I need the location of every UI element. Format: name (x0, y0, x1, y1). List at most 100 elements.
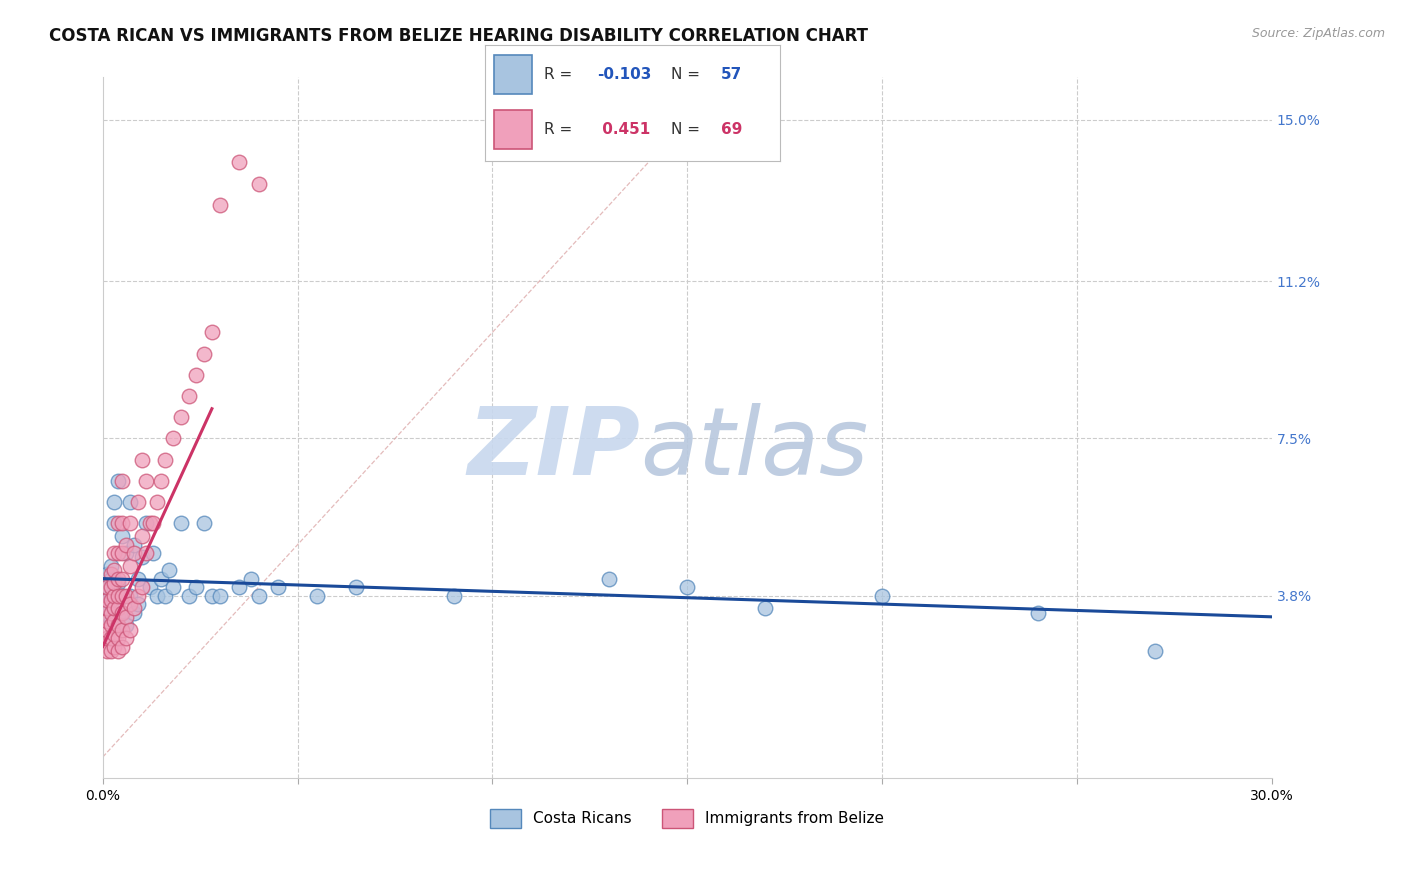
Point (107, 516, 129, 531)
Point (96, 601, 118, 615)
Point (142, 516, 165, 531)
Text: 69: 69 (721, 121, 742, 136)
Point (150, 572, 173, 586)
Point (100, 567, 122, 582)
Point (201, 589, 224, 603)
Point (131, 452, 153, 467)
Point (111, 606, 134, 620)
Point (208, 589, 231, 603)
Point (103, 575, 125, 590)
Point (111, 606, 134, 620)
Point (115, 538, 138, 552)
Point (100, 644, 122, 658)
Text: -0.103: -0.103 (598, 67, 651, 82)
Point (96, 592, 118, 607)
Text: atlas: atlas (641, 403, 869, 494)
Text: N =: N = (671, 67, 704, 82)
Point (193, 516, 215, 531)
Point (115, 618, 138, 632)
Point (120, 597, 142, 611)
Text: R =: R = (544, 67, 578, 82)
Point (122, 538, 145, 552)
Point (131, 529, 153, 543)
Point (157, 563, 180, 577)
Point (103, 563, 125, 577)
Point (115, 546, 138, 560)
Point (100, 618, 122, 632)
Point (111, 640, 134, 654)
Point (107, 631, 129, 645)
Legend: Costa Ricans, Immigrants from Belize: Costa Ricans, Immigrants from Belize (484, 803, 890, 834)
Point (193, 346, 215, 360)
Text: COSTA RICAN VS IMMIGRANTS FROM BELIZE HEARING DISABILITY CORRELATION CHART: COSTA RICAN VS IMMIGRANTS FROM BELIZE HE… (49, 27, 869, 45)
Point (115, 631, 138, 645)
Point (96, 623, 118, 637)
Point (170, 516, 193, 531)
Point (120, 623, 142, 637)
Point (100, 614, 122, 628)
Point (122, 546, 145, 560)
Point (111, 589, 134, 603)
Point (96, 592, 118, 607)
Point (103, 610, 125, 624)
Point (100, 572, 122, 586)
Point (127, 589, 149, 603)
Text: ZIP: ZIP (468, 403, 641, 495)
Text: 57: 57 (721, 67, 742, 82)
Point (443, 589, 465, 603)
Point (96, 580, 118, 594)
Point (228, 155, 250, 169)
Point (115, 589, 138, 603)
Point (122, 601, 145, 615)
Point (107, 575, 129, 590)
Point (267, 580, 290, 594)
Point (153, 452, 176, 467)
Point (162, 580, 184, 594)
Point (120, 558, 142, 573)
Bar (494, 110, 533, 149)
Point (120, 589, 142, 603)
Point (120, 495, 142, 509)
Point (111, 474, 134, 488)
Point (122, 606, 145, 620)
Point (170, 410, 193, 425)
Point (103, 627, 125, 641)
Point (107, 546, 129, 560)
Point (186, 580, 208, 594)
Point (103, 601, 125, 615)
Point (100, 592, 122, 607)
Point (142, 546, 165, 560)
Point (344, 580, 367, 594)
Point (107, 644, 129, 658)
Point (135, 474, 157, 488)
Text: 0.451: 0.451 (598, 121, 651, 136)
Point (111, 516, 134, 531)
Point (131, 580, 153, 594)
Point (100, 580, 122, 594)
Point (138, 516, 160, 531)
Point (107, 589, 129, 603)
Point (96, 601, 118, 615)
Point (177, 589, 200, 603)
Point (598, 572, 620, 586)
Point (111, 623, 134, 637)
Point (127, 495, 149, 509)
Point (247, 177, 270, 191)
Point (150, 474, 173, 488)
Point (146, 589, 169, 603)
Point (127, 597, 149, 611)
Point (127, 572, 149, 586)
Point (103, 546, 125, 560)
Point (96, 631, 118, 645)
Point (103, 516, 125, 531)
Bar (494, 55, 533, 95)
Point (111, 589, 134, 603)
Point (107, 601, 129, 615)
Text: Source: ZipAtlas.com: Source: ZipAtlas.com (1251, 27, 1385, 40)
Point (135, 516, 157, 531)
Point (111, 572, 134, 586)
Point (100, 631, 122, 645)
Point (103, 592, 125, 607)
Point (177, 389, 200, 403)
Point (100, 589, 122, 603)
